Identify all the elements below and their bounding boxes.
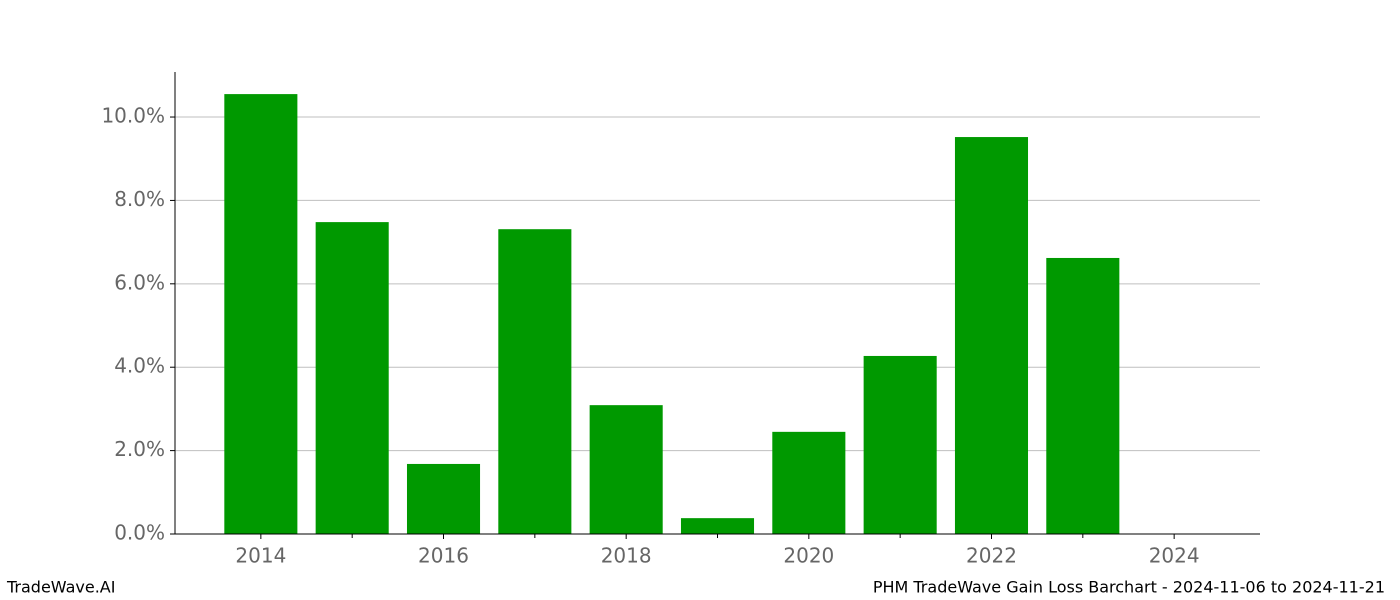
y-tick-label: 4.0%	[114, 354, 165, 378]
watermark: TradeWave.AI	[6, 578, 115, 597]
bar	[224, 94, 298, 535]
bar	[315, 222, 389, 534]
x-tick-label: 2022	[966, 544, 1017, 568]
chart-title: PHM TradeWave Gain Loss Barchart - 2024-…	[873, 578, 1385, 597]
bar	[863, 355, 937, 534]
y-tick-label: 2.0%	[114, 437, 165, 461]
x-tick-label: 2020	[783, 544, 834, 568]
x-tick-label: 2014	[235, 544, 286, 568]
bar	[680, 518, 755, 534]
bar	[954, 137, 1029, 534]
y-tick-label: 10.0%	[101, 104, 165, 128]
bar	[772, 431, 846, 534]
x-tick-label: 2018	[601, 544, 652, 568]
x-tick-label: 2016	[418, 544, 469, 568]
y-tick-label: 6.0%	[114, 270, 165, 294]
bar	[498, 229, 572, 534]
bar	[406, 463, 481, 534]
y-tick-label: 0.0%	[114, 521, 165, 545]
x-tick-label: 2024	[1149, 544, 1200, 568]
bar	[589, 405, 663, 534]
bar	[1046, 257, 1120, 534]
y-tick-label: 8.0%	[114, 187, 165, 211]
